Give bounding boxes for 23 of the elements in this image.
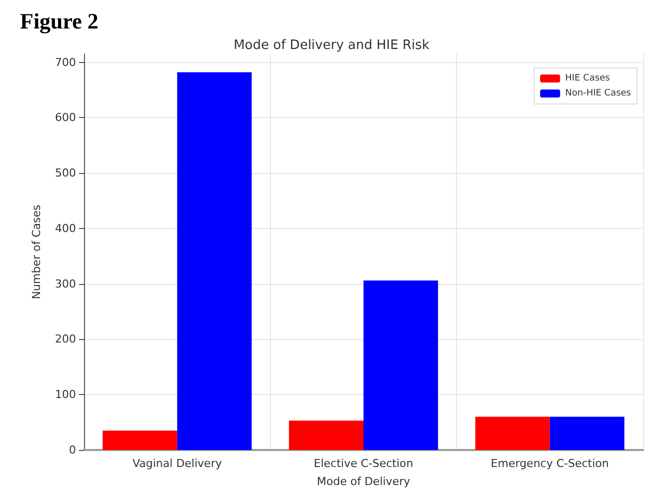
bar (550, 416, 624, 450)
bar (475, 416, 550, 450)
bar (177, 72, 252, 450)
bar (364, 280, 438, 450)
y-tick-label: 200 (55, 332, 76, 346)
y-axis-title: Number of Cases (30, 204, 43, 300)
y-tick-label: 600 (55, 111, 76, 124)
caption: Figure 2 (20, 8, 98, 34)
y-tick-label: 300 (55, 277, 76, 290)
y-tick-label: 400 (55, 222, 76, 235)
x-tick-label: Emergency C-Section (490, 457, 609, 470)
bar (288, 420, 364, 450)
y-tick-label: 700 (55, 56, 76, 69)
legend-label: HIE Cases (565, 74, 610, 84)
x-axis-title: Mode of Delivery (316, 475, 411, 488)
y-tick-label: 100 (55, 388, 76, 402)
chart-title: Mode of Delivery and HIE Risk (234, 38, 430, 53)
y-tick-label: 500 (55, 166, 76, 180)
legend-label: Non-HIE Cases (565, 88, 632, 98)
bar (102, 430, 178, 450)
x-tick-label: Vaginal Delivery (132, 457, 222, 470)
y-tick-label: 0 (69, 444, 76, 456)
x-tick-label: Elective C-Section (314, 457, 414, 470)
